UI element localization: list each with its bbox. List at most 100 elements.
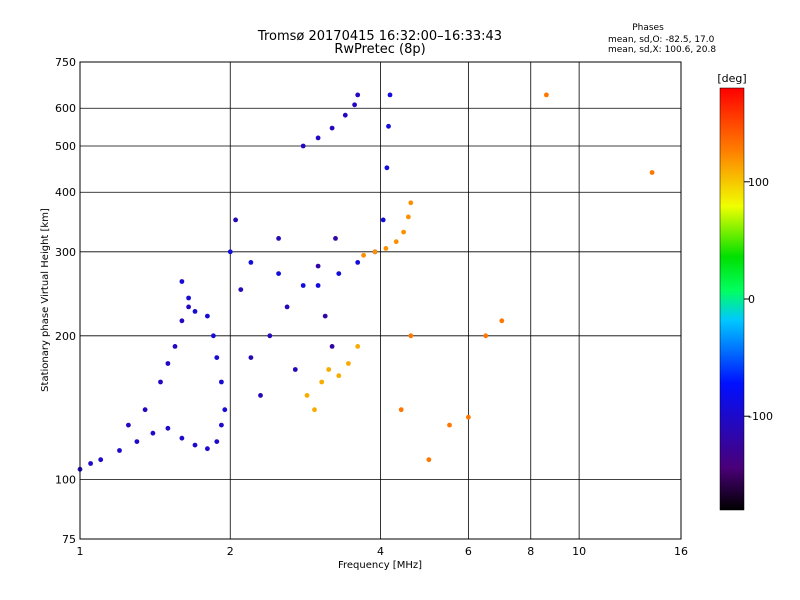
x-tick-label: 1 — [77, 545, 84, 558]
data-point — [426, 457, 432, 463]
data-point — [179, 279, 185, 284]
data-point — [186, 295, 192, 301]
stats-o-mode: mean, sd,O: -82.5, 17.0 — [608, 35, 715, 45]
data-point — [315, 135, 321, 141]
series-group — [398, 92, 655, 463]
series-group — [233, 217, 298, 398]
data-point — [125, 422, 131, 428]
data-point — [315, 283, 321, 288]
plot-frame — [79, 61, 682, 540]
data-point — [142, 407, 148, 413]
data-point — [387, 92, 393, 98]
data-point — [355, 92, 361, 98]
data-point — [326, 367, 332, 372]
chart-subtitle: RwPretec (8p) — [334, 42, 425, 57]
data-point — [238, 287, 244, 292]
data-point — [383, 246, 389, 251]
data-point — [401, 229, 406, 235]
data-point — [342, 112, 348, 118]
series-group — [77, 422, 224, 472]
x-tick-label: 10 — [572, 545, 586, 558]
series-group — [227, 92, 393, 288]
y-ticks: 75 100 200 300 400 500 600 750 — [55, 56, 76, 546]
series-group — [361, 200, 414, 258]
data-point — [398, 407, 404, 413]
y-tick-label: 500 — [55, 140, 76, 153]
series-group — [179, 279, 228, 413]
colorbar-tick-label: 100 — [748, 176, 769, 189]
series-group — [304, 344, 361, 413]
data-point — [372, 249, 378, 255]
stats-heading: Phases — [632, 23, 664, 33]
data-point — [267, 333, 273, 339]
data-point — [227, 249, 233, 255]
data-point — [179, 318, 185, 324]
data-point — [319, 379, 325, 385]
x-tick-label: 4 — [377, 545, 384, 558]
data-point — [384, 165, 390, 171]
data-point — [499, 318, 505, 324]
x-tick-label: 8 — [527, 545, 534, 558]
data-point — [165, 425, 171, 431]
data-point — [98, 457, 104, 463]
y-tick-label: 75 — [62, 533, 76, 546]
data-point — [649, 170, 655, 175]
x-tick-label: 6 — [465, 545, 472, 558]
data-point — [408, 333, 414, 339]
data-point — [219, 422, 224, 428]
data-point — [361, 252, 366, 258]
data-point — [300, 283, 306, 288]
series-group — [125, 304, 192, 428]
data-point — [258, 393, 263, 398]
data-point — [292, 367, 298, 372]
data-point — [346, 361, 351, 366]
data-point — [544, 92, 549, 98]
data-point — [248, 260, 254, 265]
data-point — [393, 239, 399, 245]
data-point — [248, 355, 254, 360]
x-axis-label: Frequency [MHz] — [338, 560, 422, 571]
data-point — [304, 393, 310, 398]
data-point — [336, 373, 342, 379]
data-point — [300, 143, 306, 149]
colorbar-tick-label: -100 — [748, 410, 773, 423]
data-point — [192, 442, 198, 448]
data-point — [312, 407, 317, 413]
data-point — [186, 304, 192, 310]
data-point — [219, 379, 224, 385]
colorbar — [719, 87, 745, 511]
data-point — [355, 344, 361, 349]
data-point — [315, 263, 321, 269]
data-point — [214, 439, 220, 444]
x-tick-label: 16 — [674, 545, 688, 558]
y-tick-label: 300 — [55, 246, 76, 259]
colorbar-tick-label: 0 — [748, 293, 755, 306]
stats-x-mode: mean, sd,X: 100.6, 20.8 — [608, 45, 716, 55]
grid-lines — [79, 61, 682, 540]
data-point — [329, 125, 335, 131]
data-point — [88, 461, 93, 466]
data-point — [284, 304, 290, 310]
data-point — [233, 217, 239, 223]
data-point — [333, 236, 338, 241]
x-tick-label: 2 — [227, 545, 234, 558]
data-point — [352, 102, 357, 108]
data-point — [222, 407, 228, 413]
x-ticks: 1 2 4 6 8 10 16 — [77, 545, 689, 558]
y-tick-label: 400 — [55, 186, 76, 199]
data-point — [329, 344, 335, 349]
data-point — [386, 123, 391, 129]
data-point — [380, 217, 386, 223]
data-point — [192, 309, 198, 314]
data-point — [205, 313, 210, 319]
data-point — [205, 446, 210, 452]
data-point — [322, 313, 328, 319]
data-points — [77, 92, 655, 472]
colorbar-ticks: 100 0 -100 — [744, 176, 773, 423]
data-point — [276, 271, 281, 276]
data-point — [150, 430, 156, 436]
data-point — [336, 271, 342, 276]
y-tick-label: 600 — [55, 102, 76, 115]
data-point — [134, 439, 140, 444]
